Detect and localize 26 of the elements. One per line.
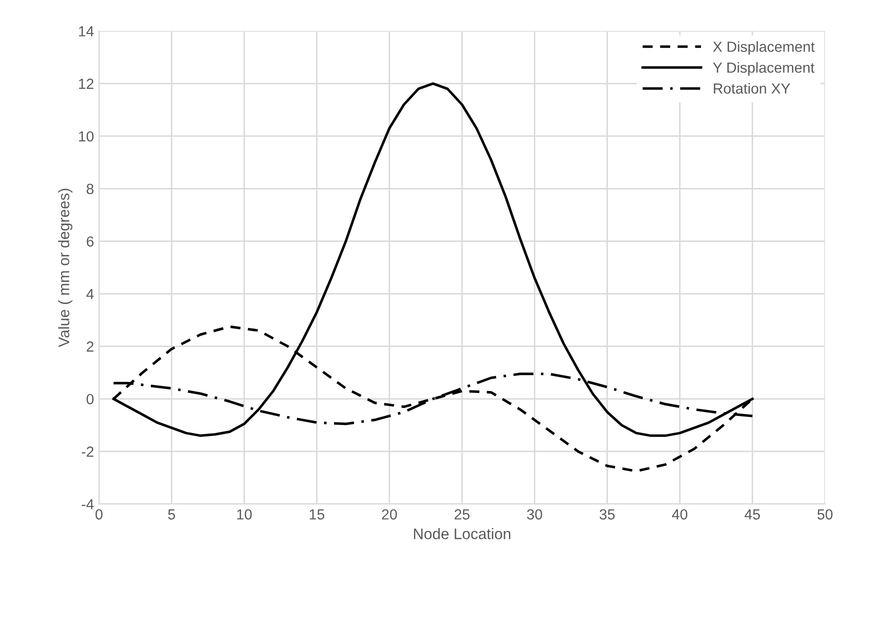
y-tick-label: 14 (79, 26, 94, 36)
legend-label: Y Displacement (712, 62, 814, 76)
legend-label: X Displacement (713, 41, 815, 55)
y-tick-label: 6 (86, 236, 94, 247)
x-tick-label: 35 (600, 509, 615, 520)
x-tick-label: 15 (310, 509, 324, 520)
y-tick-label: 12 (79, 78, 94, 89)
x-tick-label: 20 (382, 509, 397, 520)
x-tick-label: 0 (96, 509, 102, 520)
y-tick-label: 2 (86, 341, 94, 352)
legend-label: Rotation XY (714, 82, 790, 94)
x-tick-label: 30 (527, 509, 542, 520)
y-axis-title: Value ( mm or degrees) (58, 188, 72, 348)
y-tick-label: 0 (86, 394, 94, 404)
x-tick-label: 25 (454, 509, 470, 520)
x-tick-label: 50 (817, 509, 833, 520)
y-tick-label: -4 (82, 499, 94, 510)
x-tick-label: 5 (168, 509, 176, 520)
y-tick-label: 4 (86, 289, 94, 300)
x-tick-label: 10 (237, 509, 252, 520)
x-axis-title: Node Location (414, 528, 510, 540)
x-tick-label: 45 (744, 509, 760, 520)
y-tick-label: -2 (82, 446, 94, 457)
y-tick-label: 8 (86, 184, 94, 194)
y-tick-label: 10 (79, 131, 94, 142)
x-tick-label: 40 (672, 509, 688, 520)
